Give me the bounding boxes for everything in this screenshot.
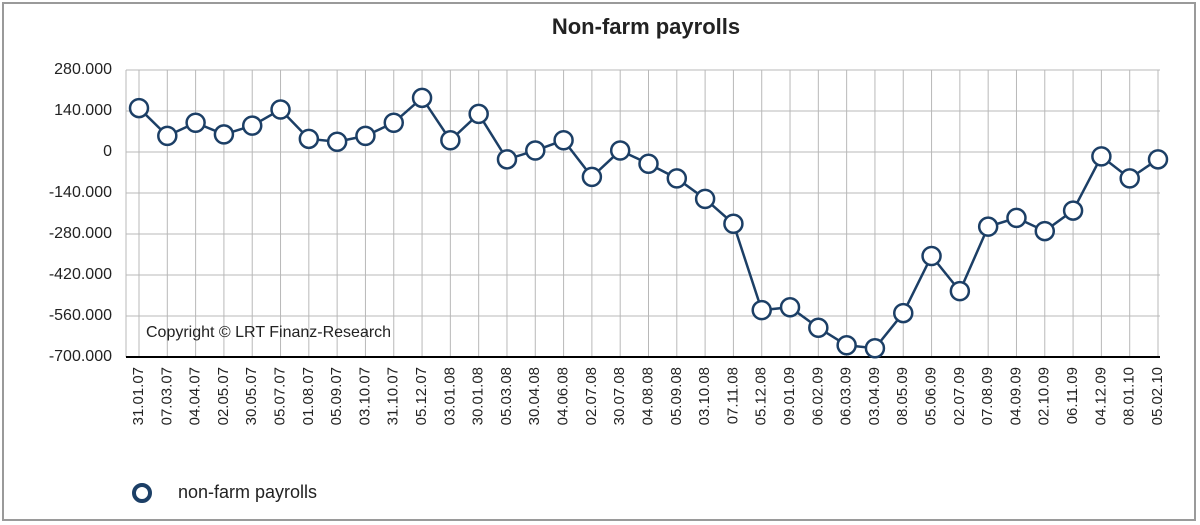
x-tick-label: 01.08.07: [300, 367, 317, 425]
point: [553, 130, 574, 151]
point: [1006, 207, 1027, 229]
point: [694, 188, 716, 210]
y-tick-label: 280.000: [54, 61, 112, 78]
point: [270, 99, 291, 120]
x-tick-label: 04.06.08: [555, 367, 572, 425]
point: [128, 97, 150, 119]
annotation: Copyright © LRT Finanz-Research: [146, 324, 391, 341]
point: [213, 124, 235, 145]
point: [326, 131, 348, 152]
x-tick-label: 02.05.07: [215, 367, 232, 425]
x-tick-label: 02.07.09: [951, 367, 968, 425]
x-tick-label: 07.08.09: [979, 367, 996, 425]
x-tick-label: 03.10.07: [356, 367, 373, 425]
point: [241, 115, 263, 136]
point: [298, 128, 320, 150]
x-tick-label: 05.02.10: [1149, 367, 1166, 425]
x-tick-label: 05.09.07: [328, 367, 345, 425]
x-tick-label: 03.10.08: [696, 367, 713, 425]
legend-label: non-farm payrolls: [178, 482, 317, 502]
x-tick-label: 04.08.08: [639, 367, 656, 425]
x-tick-label: 05.12.08: [753, 367, 770, 425]
chart-title: Non-farm payrolls: [552, 14, 740, 39]
point: [411, 87, 433, 109]
point: [1034, 220, 1056, 242]
x-tick-label: 30.05.07: [243, 367, 260, 425]
point: [581, 166, 603, 188]
point: [921, 245, 942, 267]
y-tick-label: 0: [103, 143, 112, 160]
x-tick-label: 04.04.07: [187, 367, 204, 425]
x-tick-label: 02.10.09: [1036, 367, 1053, 425]
x-tick-label: 31.01.07: [130, 367, 147, 425]
point: [496, 149, 518, 170]
x-tick-label: 03.01.08: [441, 367, 458, 425]
x-tick-label: 04.09.09: [1007, 367, 1024, 425]
x-tick-label: 31.10.07: [385, 367, 402, 425]
point: [525, 140, 546, 161]
x-tick-label: 30.07.08: [611, 367, 628, 425]
y-tick-label: -420.000: [49, 266, 112, 283]
x-tick-label: 08.05.09: [894, 367, 911, 425]
point: [468, 103, 489, 125]
point: [440, 130, 461, 151]
x-tick-label: 07.11.08: [724, 367, 741, 424]
point: [1062, 200, 1084, 221]
x-tick-label: 06.02.09: [809, 367, 826, 425]
point: [666, 168, 688, 189]
x-tick-label: 05.03.08: [498, 367, 515, 425]
x-tick-label: 05.12.07: [413, 367, 430, 425]
point: [893, 302, 914, 324]
x-tick-label: 05.06.09: [923, 367, 940, 425]
point: [185, 112, 206, 133]
x-tick-label: 08.01.10: [1121, 367, 1138, 425]
point: [751, 299, 772, 321]
point: [1147, 149, 1169, 170]
point: [1091, 146, 1112, 167]
point: [949, 280, 971, 302]
x-tick-label: 30.01.08: [470, 367, 487, 425]
point: [609, 140, 631, 161]
point: [977, 216, 999, 237]
point: [864, 337, 886, 359]
y-tick-label: -700.000: [49, 348, 112, 365]
x-tick-label: 05.07.07: [271, 367, 288, 425]
x-tick-label: 03.04.09: [866, 367, 883, 425]
x-tick-label: 06.03.09: [838, 367, 855, 425]
y-tick-label: -560.000: [49, 307, 112, 324]
x-tick-label: 09.01.09: [781, 367, 798, 425]
point: [383, 112, 404, 133]
legend-marker: [132, 483, 152, 503]
point: [808, 317, 829, 338]
point: [723, 213, 744, 234]
y-tick-label: -140.000: [49, 184, 112, 201]
point: [836, 335, 857, 356]
point: [157, 125, 178, 147]
x-tick-label: 30.04.08: [526, 367, 543, 425]
point: [638, 153, 659, 174]
x-tick-label: 04.12.09: [1092, 367, 1109, 425]
x-tick-label: 06.11.09: [1064, 367, 1081, 424]
point: [1119, 168, 1140, 189]
y-tick-label: -280.000: [49, 225, 112, 242]
point: [779, 296, 801, 318]
x-tick-label: 02.07.08: [583, 367, 600, 425]
x-tick-label: 07.03.07: [158, 367, 175, 425]
point: [355, 125, 376, 147]
x-tick-label: 05.09.08: [668, 367, 685, 425]
y-tick-label: 140.000: [54, 102, 112, 119]
